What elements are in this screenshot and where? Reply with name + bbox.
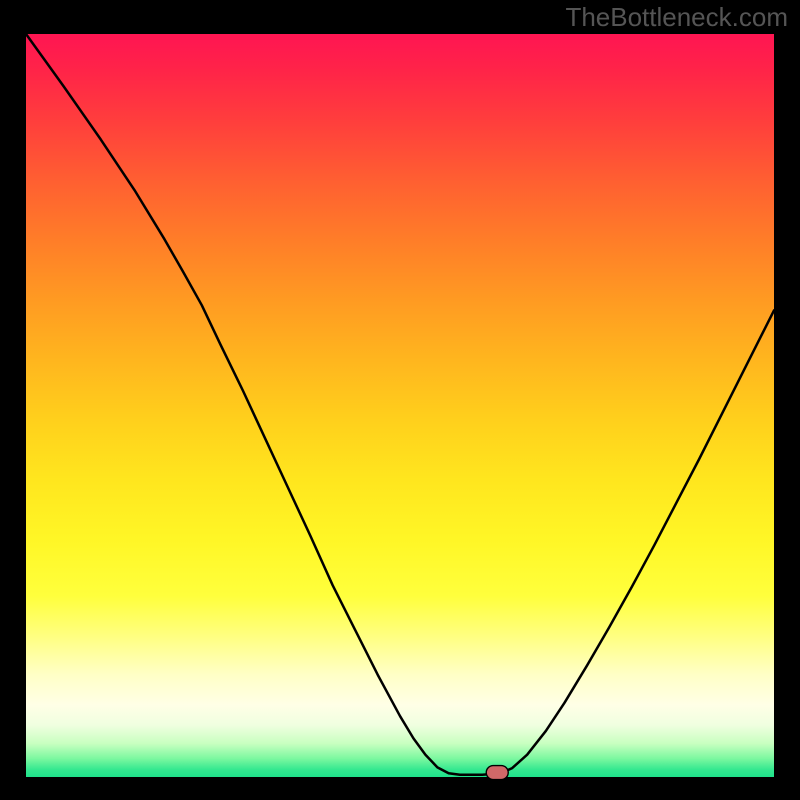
watermark-text: TheBottleneck.com <box>565 2 788 33</box>
plot-background <box>26 34 774 777</box>
optimal-marker <box>486 766 508 780</box>
chart-frame: TheBottleneck.com <box>0 0 800 800</box>
bottleneck-chart <box>0 0 800 800</box>
